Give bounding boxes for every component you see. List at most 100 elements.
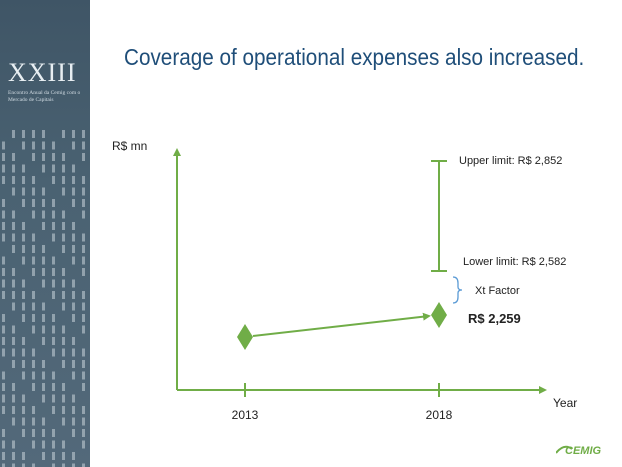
building-window xyxy=(32,360,35,368)
building-window xyxy=(2,176,5,184)
building-window xyxy=(52,325,55,334)
building-window xyxy=(2,141,5,150)
building-window xyxy=(42,279,45,288)
building-window xyxy=(42,429,45,437)
building-window xyxy=(82,360,85,368)
building-window xyxy=(2,222,5,230)
building-window xyxy=(42,222,45,230)
building-window xyxy=(2,394,5,403)
building-window xyxy=(82,130,85,138)
building-window xyxy=(2,371,5,380)
building-window xyxy=(2,337,5,345)
building-window xyxy=(62,164,65,173)
building-window xyxy=(42,245,45,253)
building-window xyxy=(22,302,25,311)
building-window xyxy=(72,176,75,184)
building-window xyxy=(12,440,15,449)
building-window xyxy=(72,222,75,230)
building-window xyxy=(62,153,65,161)
building-window xyxy=(52,463,55,467)
building-window xyxy=(82,429,85,437)
data-point-2013 xyxy=(237,324,253,350)
building-window xyxy=(52,406,55,414)
building-window xyxy=(12,233,15,242)
building-window xyxy=(52,348,55,357)
building-window xyxy=(52,452,55,460)
building-window xyxy=(72,314,75,322)
building-window xyxy=(2,440,5,449)
building-window xyxy=(12,164,15,173)
building-window xyxy=(2,348,5,357)
building-window xyxy=(2,406,5,414)
building-window xyxy=(2,463,5,467)
building-window xyxy=(12,279,15,288)
building-window xyxy=(42,164,45,173)
building-window xyxy=(22,429,25,437)
building-window xyxy=(52,141,55,150)
building-window xyxy=(72,199,75,207)
building-window xyxy=(82,233,85,242)
building-window xyxy=(32,406,35,414)
building-window xyxy=(32,417,35,426)
xt-factor-brace xyxy=(452,276,463,304)
building-window xyxy=(32,245,35,253)
building-window xyxy=(82,371,85,380)
building-window xyxy=(72,291,75,299)
building-window xyxy=(42,371,45,380)
building-window xyxy=(62,452,65,460)
building-window xyxy=(22,187,25,196)
building-window xyxy=(82,176,85,184)
building-window xyxy=(82,383,85,391)
building-window xyxy=(62,291,65,299)
upper-limit-label: Upper limit: R$ 2,852 xyxy=(459,155,562,167)
building-window xyxy=(32,463,35,467)
building-window xyxy=(22,222,25,230)
lower-limit-label: Lower limit: R$ 2,582 xyxy=(463,256,566,268)
building-window xyxy=(22,337,25,345)
building-window xyxy=(42,153,45,161)
building-window xyxy=(52,291,55,299)
building-window xyxy=(22,394,25,403)
data-point-2018 xyxy=(431,302,447,328)
building-window xyxy=(2,233,5,242)
building-window xyxy=(72,279,75,288)
building-window xyxy=(42,452,45,460)
building-window xyxy=(52,233,55,242)
building-window xyxy=(62,417,65,426)
building-window xyxy=(82,440,85,449)
building-window xyxy=(2,153,5,161)
building-window xyxy=(42,314,45,322)
building-window xyxy=(22,164,25,173)
building-window xyxy=(62,245,65,253)
building-window xyxy=(52,164,55,173)
building-window xyxy=(22,452,25,460)
building-window xyxy=(62,222,65,230)
x-axis-label: Year xyxy=(553,396,577,410)
building-window xyxy=(12,222,15,230)
building-background-image xyxy=(2,130,85,467)
building-window xyxy=(2,291,5,299)
building-window xyxy=(52,383,55,391)
building-window xyxy=(32,325,35,334)
building-window xyxy=(72,452,75,460)
building-window xyxy=(72,371,75,380)
building-window xyxy=(12,130,15,138)
building-window xyxy=(52,210,55,219)
building-window xyxy=(22,256,25,265)
building-window xyxy=(32,141,35,150)
building-window xyxy=(62,348,65,357)
building-window xyxy=(42,440,45,449)
building-window xyxy=(72,348,75,357)
building-window xyxy=(22,279,25,288)
building-window xyxy=(82,245,85,253)
event-subtitle: Encontro Anual da Cemig com o Mercado de… xyxy=(8,90,81,103)
building-window xyxy=(22,371,25,380)
building-window xyxy=(82,141,85,150)
building-window xyxy=(42,256,45,265)
building-window xyxy=(32,268,35,276)
building-window xyxy=(82,406,85,414)
building-window xyxy=(52,314,55,322)
building-window xyxy=(62,440,65,449)
building-window xyxy=(52,176,55,184)
building-window xyxy=(62,187,65,196)
